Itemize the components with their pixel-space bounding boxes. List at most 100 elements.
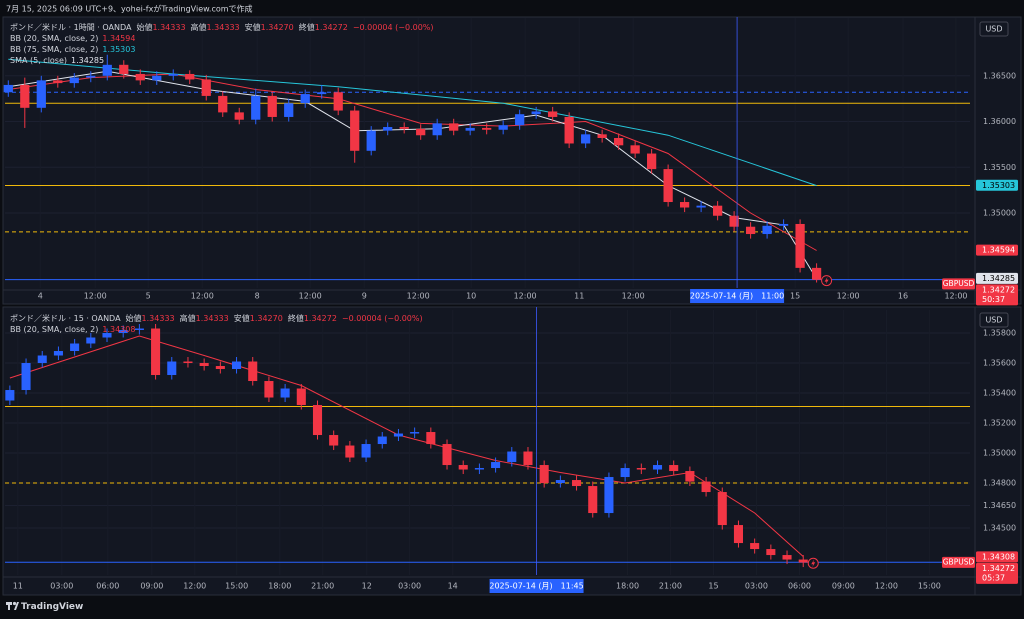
candle-body (795, 223, 805, 268)
candle-body (432, 123, 442, 136)
candle-body (69, 77, 79, 84)
ohlc-label: 高値 (180, 313, 196, 323)
candle-body (215, 366, 225, 370)
indicator-value: 1.34285 (71, 56, 104, 65)
ohlc-label: 安値 (245, 22, 261, 32)
x-tick-label: 03:00 (745, 582, 768, 591)
y-tick-label: 1.35000 (983, 208, 1016, 217)
y-tick-label: 1.35500 (983, 163, 1016, 172)
candle-body (449, 123, 459, 131)
ohlc-value: 1.34270 (261, 23, 294, 32)
y-tick-label: 1.35600 (983, 359, 1016, 368)
crosshair-label-bg (489, 579, 584, 593)
candle-body (118, 330, 128, 334)
candle-body (680, 202, 690, 208)
crosshair-label: 2025-07-14 (月) 11:00 (690, 292, 784, 301)
candle-body (185, 73, 195, 80)
legend-title: ポンド／米ドル · 15 · OANDA 始値1.34333 高値1.34333 安値… (10, 313, 423, 323)
candle-body (317, 92, 327, 95)
candle-body (201, 79, 211, 96)
candle-body (647, 153, 657, 170)
symbol-tag (942, 278, 975, 290)
ohlc-value: 1.34333 (196, 314, 229, 323)
x-tick-label: 12:00 (944, 292, 967, 301)
candle-body (581, 134, 591, 144)
candle-body (588, 486, 598, 514)
candle-body (393, 433, 403, 437)
candle-body (416, 128, 426, 136)
ohlc-label: 始値 (136, 22, 152, 32)
candle-body (717, 492, 727, 526)
x-tick-label: 21:00 (311, 582, 334, 591)
x-tick-label: 15:00 (225, 582, 248, 591)
footer-text: TradingView (21, 602, 83, 612)
candle-body (267, 95, 277, 117)
candle-body (696, 205, 706, 208)
candle-body (555, 480, 565, 484)
price-tag-label: 1.34308 (982, 552, 1015, 561)
candle-body (264, 381, 274, 398)
candle-body (399, 127, 409, 129)
x-tick-label: 03:00 (50, 582, 73, 591)
x-tick-label: 06:00 (96, 582, 119, 591)
indicator-line (8, 73, 817, 251)
candle-body (296, 388, 306, 406)
candle-body (410, 432, 420, 434)
candle-body (361, 444, 371, 458)
candle-body (383, 127, 393, 131)
ohlc-label: 終値 (288, 313, 304, 323)
x-tick-label: 12:00 (84, 292, 107, 301)
candle-body (345, 445, 355, 458)
legend-title: ポンド／米ドル · 1時間 · OANDA 始値1.34333 高値1.34333 安… (10, 22, 434, 32)
candle-body (620, 468, 630, 478)
candle-body (3, 84, 13, 93)
x-tick-label: 15:00 (918, 582, 941, 591)
currency-label: USD (985, 316, 1002, 325)
countdown-label: 05:37 (982, 573, 1005, 582)
x-tick-label: 8 (255, 292, 260, 301)
candle-body (21, 363, 31, 391)
x-tick-label: 4 (38, 292, 43, 301)
candle-body (778, 223, 789, 226)
x-tick-label: 09:00 (832, 582, 855, 591)
candle-body (86, 75, 96, 78)
ohlc-label: 終値 (299, 22, 315, 32)
x-tick-label: 12:00 (622, 292, 645, 301)
candle-body (474, 468, 484, 470)
indicator-line (8, 70, 818, 280)
candle-body (248, 361, 258, 382)
y-tick-label: 1.35400 (983, 389, 1016, 398)
crosshair-label: 2025-07-14 (月) 11:45 (489, 582, 583, 591)
x-tick-label: 09:00 (140, 582, 163, 591)
indicator-name: BB (75, SMA, close, 2) (10, 45, 98, 54)
currency-box (979, 21, 1009, 37)
x-tick-label: 12:00 (837, 292, 860, 301)
indicator-line (8, 58, 817, 187)
y-tick-label: 1.34800 (983, 479, 1016, 488)
candle-body (458, 465, 468, 470)
ohlc-value: 1.34270 (250, 314, 283, 323)
candle-body (572, 480, 582, 487)
y-tick-label: 1.36500 (983, 71, 1016, 80)
candle-body (766, 549, 776, 556)
ohlc-value: 1.34333 (207, 23, 240, 32)
x-tick-label: 03:00 (398, 582, 421, 591)
candle-body (53, 80, 63, 84)
candle-body (652, 465, 663, 470)
ohlc-value: 1.34333 (152, 23, 185, 32)
candle-body (597, 134, 607, 138)
candle-body (152, 75, 162, 81)
indicator-name: SMA (5, close) (10, 56, 67, 65)
candle-body (86, 337, 96, 344)
symbol-tag (942, 556, 975, 568)
price-tag-label: 1.34594 (982, 246, 1015, 255)
candle-body (53, 351, 63, 356)
y-tick-label: 1.34650 (983, 501, 1016, 510)
x-tick-label: 14 (448, 582, 458, 591)
ohlc-label: 始値 (126, 313, 142, 323)
indicator-name: BB (20, SMA, close, 2) (10, 325, 98, 334)
candle-body (135, 73, 145, 81)
x-tick-label: 06:00 (788, 582, 811, 591)
candle-body (312, 405, 323, 436)
candle-body (465, 127, 475, 131)
